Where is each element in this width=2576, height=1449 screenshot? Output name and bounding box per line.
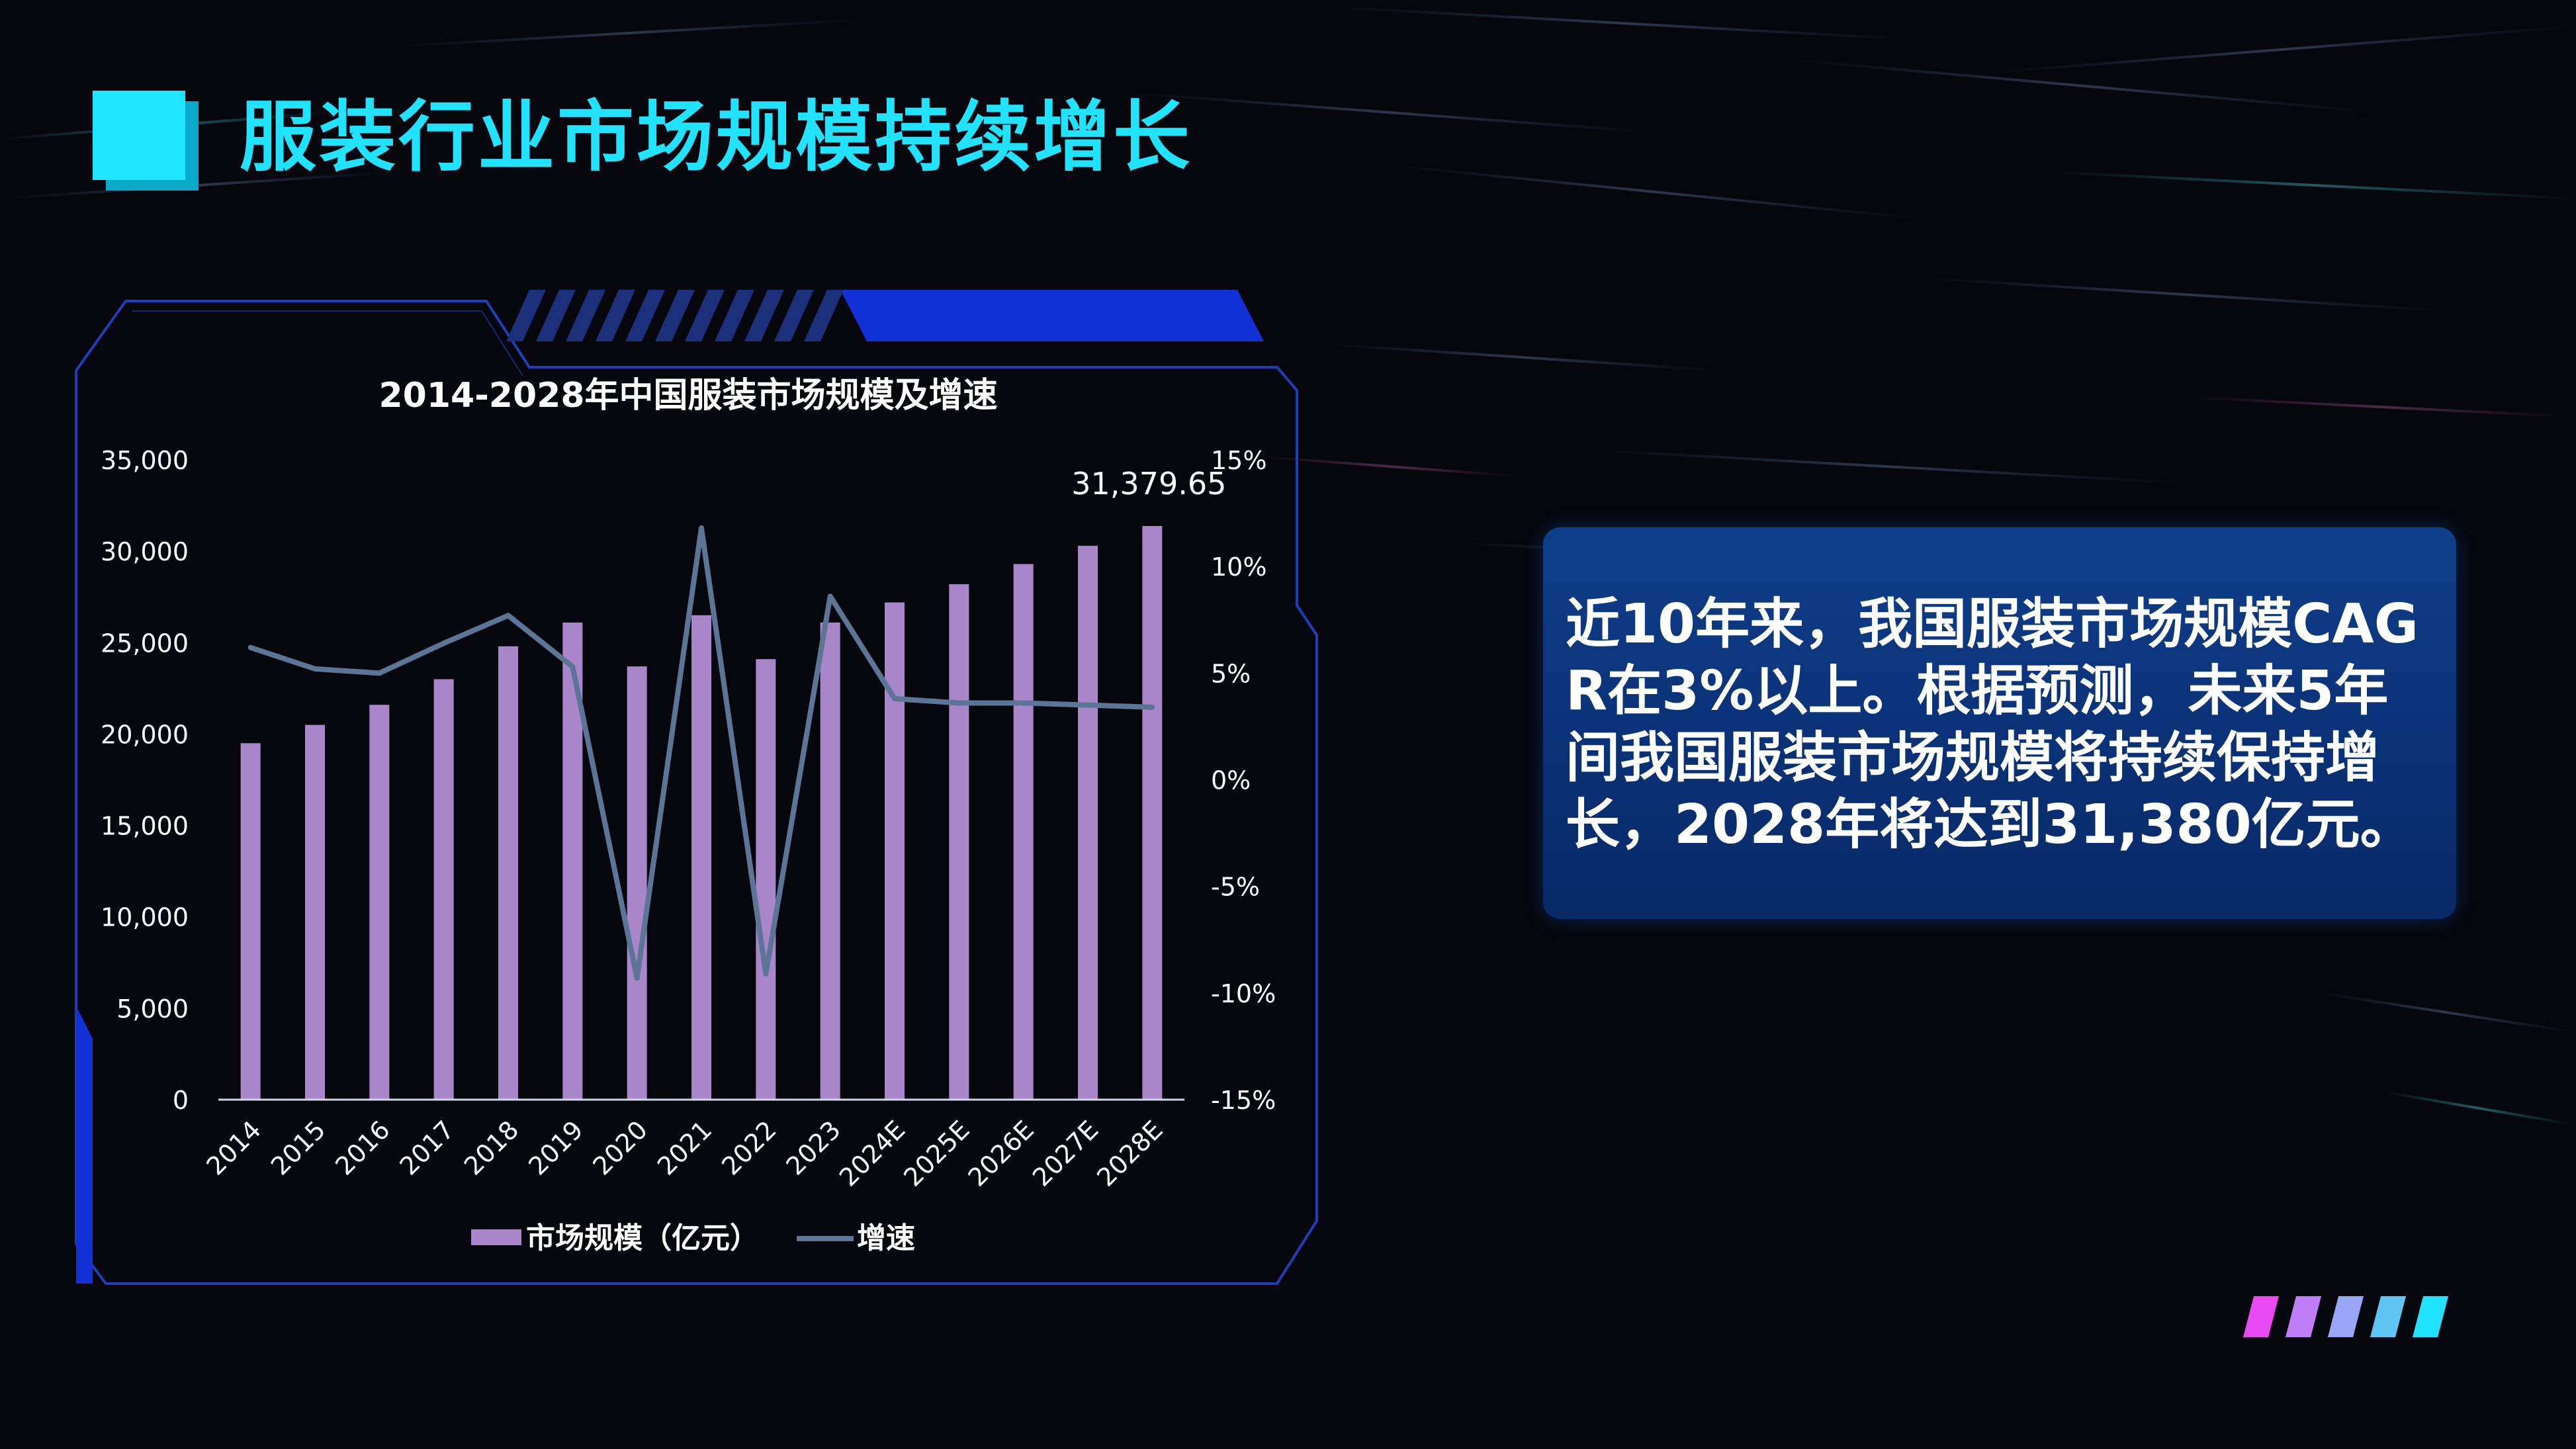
bar — [949, 584, 969, 1100]
y2-tick-label: -5% — [1211, 873, 1260, 902]
bar — [1142, 526, 1163, 1100]
bar — [627, 666, 647, 1100]
y-axis-left: 0 5,000 10,000 15,000 20,000 25,000 30,000 35,0… — [101, 446, 189, 1115]
chart-title: 2014-2028年中国服装市场规模及增速 — [378, 376, 997, 416]
decor-stripe — [2243, 1296, 2279, 1337]
peak-value-label: 31,379.65 — [1071, 466, 1226, 502]
y2-tick-label: 10% — [1211, 552, 1266, 582]
bar — [498, 646, 518, 1100]
decor-stripe — [2370, 1296, 2406, 1337]
y2-tick-label: -10% — [1211, 979, 1276, 1008]
growth-point — [763, 971, 769, 977]
x-tick-label: 2020 — [588, 1115, 654, 1181]
growth-point — [506, 613, 511, 619]
decor-stripes — [2243, 1296, 2448, 1337]
x-tick-label: 2015 — [265, 1115, 332, 1181]
bar — [1013, 564, 1034, 1100]
growth-point — [892, 696, 897, 702]
y2-tick-label: 5% — [1211, 659, 1251, 688]
y-tick-label: 0 — [173, 1086, 189, 1115]
y-tick-label: 15,000 — [101, 812, 189, 841]
title-marker — [93, 91, 185, 180]
growth-point — [956, 700, 962, 706]
y-tick-label: 35,000 — [101, 446, 189, 475]
y-tick-label: 20,000 — [101, 720, 189, 749]
x-tick-label: 2027E — [1027, 1115, 1104, 1192]
decor-stripe — [2328, 1296, 2364, 1337]
growth-point — [377, 670, 382, 676]
y2-tick-label: 0% — [1211, 766, 1251, 795]
growth-point — [312, 666, 318, 672]
x-axis: 2014201520162017201820192020202120222023… — [201, 1115, 1169, 1192]
growth-point — [827, 593, 833, 599]
x-tick-label: 2022 — [716, 1115, 782, 1181]
x-tick-label: 2024E — [834, 1115, 910, 1192]
x-tick-label: 2018 — [459, 1115, 525, 1181]
x-tick-label: 2026E — [963, 1115, 1040, 1192]
bar — [691, 615, 711, 1100]
y-tick-label: 25,000 — [101, 629, 189, 658]
bar — [305, 724, 325, 1100]
y-tick-label: 10,000 — [101, 903, 189, 932]
growth-point — [1020, 700, 1026, 706]
growth-line-series — [247, 525, 1155, 981]
bar — [433, 679, 454, 1100]
y2-tick-label: 15% — [1211, 446, 1266, 475]
x-tick-label: 2019 — [523, 1115, 589, 1181]
info-box: 近10年来，我国服装市场规模CAGR在3%以上。根据预测，未来5年间我国服装市场… — [1543, 527, 2456, 919]
growth-point — [1085, 702, 1090, 708]
page-title: 服装行业市场规模持续增长 — [240, 93, 1192, 182]
bar — [820, 622, 840, 1100]
legend: 市场规模（亿元） 增速 — [471, 1221, 915, 1255]
growth-point — [699, 525, 704, 531]
x-tick-label: 2028E — [1091, 1115, 1168, 1192]
chart-frame — [75, 290, 1318, 1285]
x-tick-label: 2014 — [201, 1115, 267, 1181]
growth-point — [247, 644, 253, 650]
legend-swatch-market-size — [471, 1229, 521, 1245]
bar — [240, 743, 261, 1100]
y2-tick-label: -15% — [1211, 1086, 1276, 1115]
bar — [885, 602, 905, 1100]
y-tick-label: 30,000 — [101, 537, 189, 566]
growth-point — [1149, 704, 1155, 710]
bar — [756, 659, 776, 1100]
growth-point — [441, 640, 447, 646]
x-tick-label: 2016 — [330, 1115, 396, 1181]
bar-series — [240, 526, 1163, 1100]
growth-point — [634, 975, 640, 981]
legend-label-market-size: 市场规模（亿元） — [526, 1221, 759, 1255]
info-text: 近10年来，我国服装市场规模CAGR在3%以上。根据预测，未来5年间我国服装市场… — [1566, 593, 2419, 856]
x-tick-label: 2021 — [652, 1115, 718, 1181]
x-tick-label: 2025E — [898, 1115, 975, 1192]
x-tick-label: 2017 — [394, 1115, 461, 1181]
decor-stripe — [2413, 1296, 2448, 1337]
decor-stripe — [2286, 1296, 2321, 1337]
bar — [369, 705, 390, 1100]
legend-label-growth: 增速 — [857, 1221, 915, 1255]
bar — [1078, 545, 1098, 1100]
growth-point — [570, 664, 576, 670]
y-axis-right: -15% -10% -5% 0% 5% 10% 15% — [1211, 446, 1276, 1115]
y-tick-label: 5,000 — [116, 994, 189, 1024]
